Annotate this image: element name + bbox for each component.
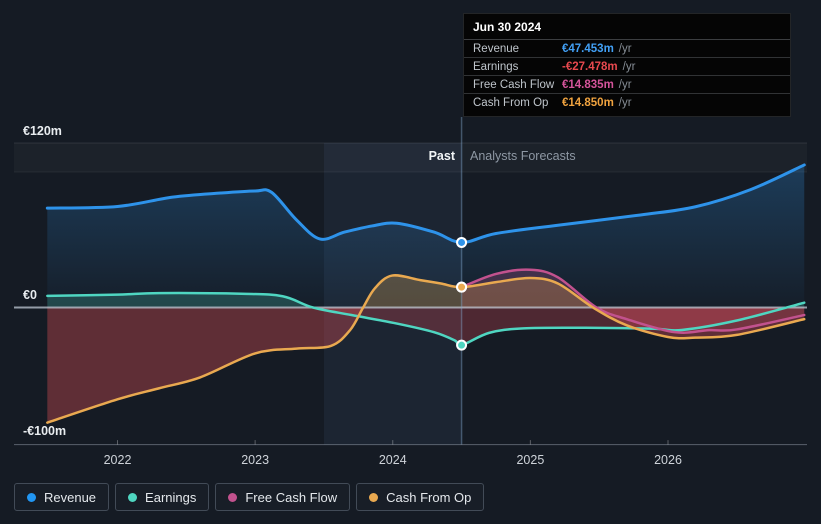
x-axis-label-2025: 2025 bbox=[516, 453, 545, 467]
cash-from-op-divider-marker bbox=[456, 281, 468, 293]
tooltip-row-revenue: Revenue €47.453m /yr bbox=[464, 40, 790, 58]
x-axis-label-2024: 2024 bbox=[378, 453, 407, 467]
x-axis-label-2022: 2022 bbox=[103, 453, 132, 467]
tooltip-revenue-value: €47.453m bbox=[562, 42, 614, 55]
tooltip-cashop-label: Cash From Op bbox=[473, 96, 549, 109]
earnings-divider-marker bbox=[456, 339, 468, 351]
legend-item-free-cash-flow[interactable]: Free Cash Flow bbox=[215, 483, 351, 511]
earnings-area-negative bbox=[47, 307, 805, 346]
y-axis-label-neg100m: -€100m bbox=[23, 424, 67, 438]
cash-from-op-area-negative bbox=[47, 307, 805, 423]
tooltip-cashop-unit: /yr bbox=[618, 96, 632, 109]
tooltip-earnings-unit: /yr bbox=[622, 60, 636, 73]
earnings-dot-icon bbox=[128, 492, 138, 502]
earnings-area-positive bbox=[47, 293, 805, 308]
legend-item-earnings[interactable]: Earnings bbox=[115, 483, 210, 511]
legend-item-cash-from-op[interactable]: Cash From Op bbox=[356, 483, 485, 511]
tooltip-fcf-label: Free Cash Flow bbox=[473, 78, 555, 91]
legend-item-revenue[interactable]: Revenue bbox=[14, 483, 110, 511]
y-axis-label-0: €0 bbox=[23, 288, 37, 302]
revenue-line bbox=[45, 163, 806, 244]
tooltip-revenue-label: Revenue bbox=[473, 42, 520, 55]
tooltip-row-cash-from-op: Cash From Op €14.850m /yr bbox=[464, 94, 790, 111]
tooltip-earnings-label: Earnings bbox=[473, 60, 519, 73]
past-label: Past bbox=[428, 149, 455, 163]
x-axis-label-2026: 2026 bbox=[654, 453, 682, 467]
cash-from-op-line bbox=[46, 274, 806, 424]
tooltip-fcf-unit: /yr bbox=[618, 78, 632, 91]
y-axis-label-120m: €120m bbox=[23, 124, 62, 138]
free-cash-flow-dot-icon bbox=[228, 492, 238, 502]
chart-legend: Revenue Earnings Free Cash Flow Cash Fro… bbox=[14, 483, 485, 511]
tooltip-fcf-value: €14.835m bbox=[562, 78, 614, 91]
legend-earnings-label: Earnings bbox=[145, 489, 197, 505]
revenue-area-positive bbox=[47, 164, 805, 308]
legend-revenue-label: Revenue bbox=[44, 489, 97, 505]
header-strip bbox=[14, 143, 807, 172]
x-axis-label-2023: 2023 bbox=[241, 453, 270, 467]
analysts-forecasts-label: Analysts Forecasts bbox=[470, 149, 576, 163]
revenue-dot-icon bbox=[27, 492, 36, 502]
legend-fcf-label: Free Cash Flow bbox=[245, 489, 338, 505]
free-cash-flow-line bbox=[460, 268, 806, 334]
legend-cashop-label: Cash From Op bbox=[386, 489, 472, 505]
tooltip-earnings-value: -€27.478m bbox=[562, 60, 618, 73]
tooltip-row-earnings: Earnings -€27.478m /yr bbox=[464, 58, 790, 76]
chart-tooltip: Jun 30 2024 Revenue €47.453m /yr Earning… bbox=[463, 13, 791, 117]
tooltip-row-free-cash-flow: Free Cash Flow €14.835m /yr bbox=[464, 76, 790, 94]
tooltip-date: Jun 30 2024 bbox=[464, 14, 790, 40]
tooltip-revenue-unit: /yr bbox=[618, 42, 632, 55]
revenue-divider-marker bbox=[456, 236, 468, 248]
tooltip-cashop-value: €14.850m bbox=[562, 96, 614, 109]
cash-from-op-dot-icon bbox=[369, 492, 379, 502]
cash-from-op-area-positive bbox=[47, 275, 805, 308]
